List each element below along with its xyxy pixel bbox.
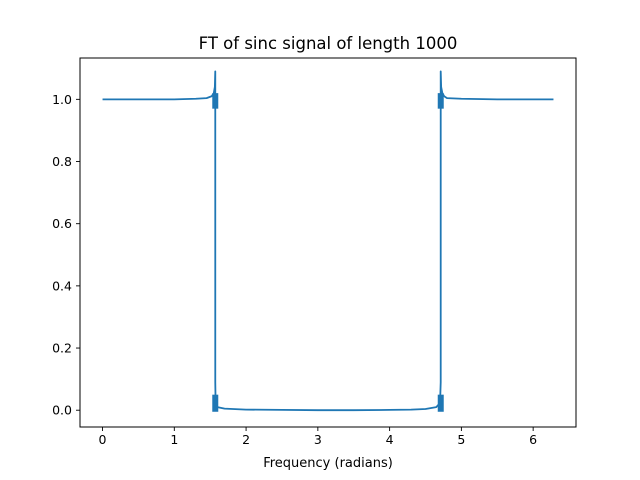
chart-title: FT of sinc signal of length 1000 [199, 34, 458, 53]
x-axis-label: Frequency (radians) [263, 456, 393, 471]
y-tick-label: 0.8 [52, 154, 72, 169]
y-tick-label: 0.6 [52, 216, 72, 231]
x-tick-label: 1 [170, 432, 178, 447]
x-tick-label: 3 [314, 432, 322, 447]
y-tick-label: 1.0 [52, 92, 72, 107]
ringing-band-top [437, 93, 444, 109]
x-tick-label: 0 [99, 432, 107, 447]
x-axis-ticks: 0 1 2 3 4 5 6 [99, 427, 537, 447]
x-tick-label: 4 [386, 432, 394, 447]
ringing-band-bottom [212, 394, 219, 412]
series-layer [102, 70, 554, 412]
y-tick-label: 0.2 [52, 341, 72, 356]
x-tick-label: 2 [242, 432, 250, 447]
plot-frame [79, 57, 577, 428]
y-tick-label: 0.4 [52, 278, 72, 293]
x-tick-label: 5 [457, 432, 465, 447]
ringing-band-top [212, 93, 219, 109]
x-tick-label: 6 [529, 432, 537, 447]
y-axis-ticks: 0.0 0.2 0.4 0.6 0.8 1.0 [52, 92, 80, 418]
ringing-band-bottom [437, 394, 444, 412]
y-tick-label: 0.0 [52, 403, 72, 418]
